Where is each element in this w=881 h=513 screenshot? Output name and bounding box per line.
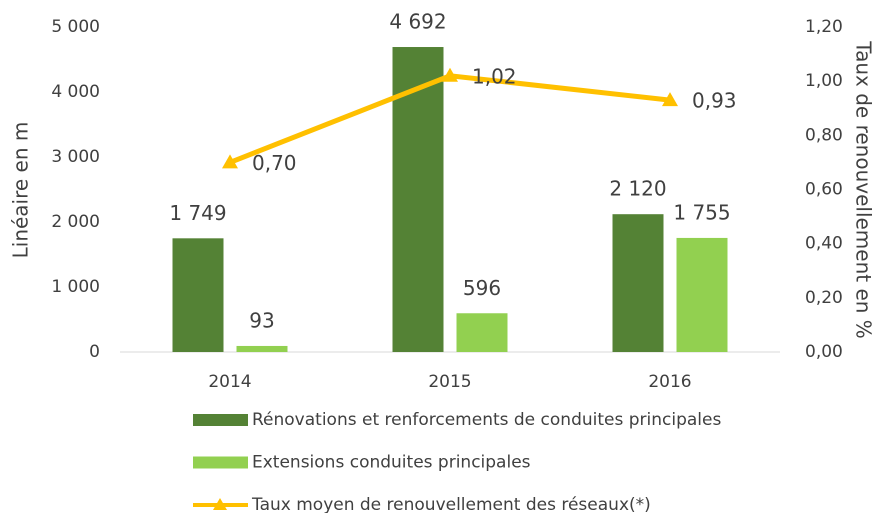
- line-value-label: 0,93: [692, 89, 737, 113]
- bar: [236, 345, 288, 352]
- bar: [392, 47, 444, 353]
- bar: [612, 214, 664, 352]
- bar-value-label: 2 120: [609, 177, 666, 201]
- bar-value-label: 4 692: [389, 10, 446, 34]
- legend-marker: [213, 498, 227, 510]
- y2-tick-label: 1,00: [805, 71, 843, 91]
- y2-axis-title: Taux de renouvellement en %: [852, 40, 876, 339]
- legend-label: Rénovations et renforcements de conduite…: [252, 410, 721, 430]
- line-value-label: 0,70: [252, 151, 297, 175]
- line-marker: [222, 154, 238, 169]
- line-value-label: 1,02: [472, 64, 517, 88]
- line-marker: [662, 92, 678, 107]
- bar: [172, 238, 224, 352]
- y2-tick-label: 0,20: [805, 288, 843, 308]
- legend-swatch: [193, 414, 248, 426]
- y-tick-label: 3 000: [51, 147, 100, 167]
- y-tick-label: 1 000: [51, 277, 100, 297]
- bar-value-label: 93: [249, 308, 274, 332]
- legend-label: Taux moyen de renouvellement des réseaux…: [251, 495, 651, 513]
- y2-tick-label: 1,20: [805, 17, 843, 37]
- line-marker: [442, 67, 458, 82]
- legend-label: Extensions conduites principales: [252, 453, 531, 473]
- bar-value-label: 596: [463, 276, 501, 300]
- x-tick-label: 2015: [428, 372, 471, 392]
- y2-tick-label: 0,00: [805, 342, 843, 362]
- bar-value-label: 1 755: [673, 200, 730, 224]
- bar-value-label: 1 749: [169, 201, 226, 225]
- x-tick-label: 2016: [648, 372, 691, 392]
- y-tick-label: 4 000: [51, 82, 100, 102]
- y-tick-label: 2 000: [51, 212, 100, 232]
- bar: [676, 237, 728, 352]
- line: [229, 73, 671, 165]
- y-tick-label: 0: [89, 342, 100, 362]
- y-tick-label: 5 000: [51, 17, 100, 37]
- legend-swatch: [193, 456, 248, 469]
- y-axis-title: Linéaire en m: [9, 122, 33, 259]
- y2-tick-label: 0,80: [805, 125, 843, 145]
- x-tick-label: 2014: [208, 372, 251, 392]
- bar: [456, 313, 508, 352]
- y2-tick-label: 0,40: [805, 234, 843, 254]
- y2-tick-label: 0,60: [805, 180, 843, 200]
